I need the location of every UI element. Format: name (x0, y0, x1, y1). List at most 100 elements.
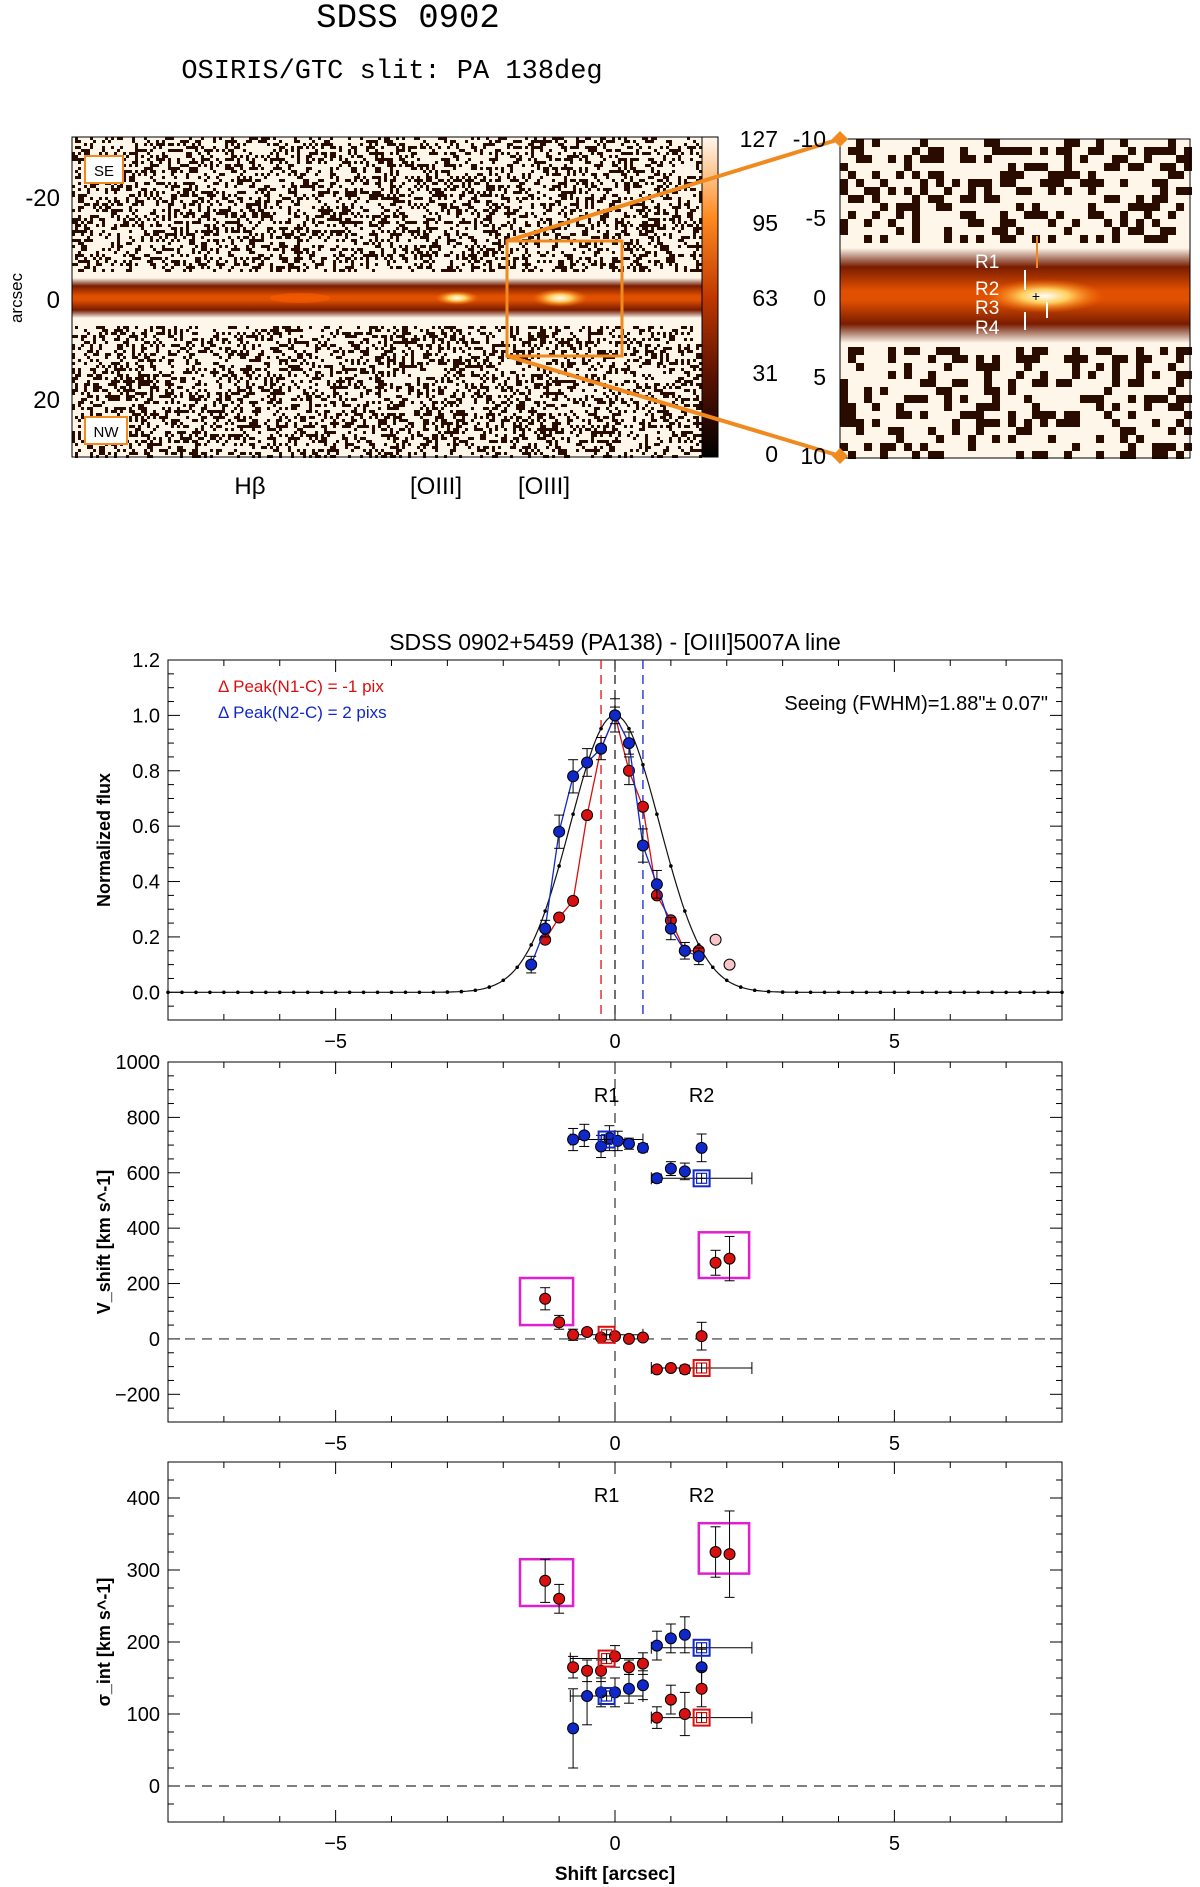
noise-pixel (129, 170, 132, 173)
noise-pixel (129, 164, 132, 167)
noise-pixel (366, 347, 369, 350)
noise-pixel (675, 209, 678, 212)
noise-pixel (591, 203, 594, 206)
noise-pixel (249, 251, 252, 254)
noise-pixel (342, 248, 345, 251)
noise-pixel (690, 146, 693, 149)
noise-pixel (624, 368, 627, 371)
noise-pixel (663, 158, 666, 161)
noise-pixel (324, 212, 327, 215)
noise-pixel (309, 368, 312, 371)
noise-pixel (315, 338, 318, 341)
noise-pixel (189, 203, 192, 206)
noise-pixel (681, 227, 684, 230)
noise-pixel (252, 137, 255, 140)
noise-pixel (699, 236, 702, 239)
noise-pixel (387, 140, 390, 143)
noise-pixel (453, 365, 456, 368)
noise-pixel (333, 335, 336, 338)
noise-pixel (558, 143, 561, 146)
noise-pixel (525, 251, 528, 254)
noise-pixel (414, 221, 417, 224)
noise-pixel (672, 164, 675, 167)
noise-pixel (564, 191, 567, 194)
noise-pixel (384, 215, 387, 218)
noise-pixel (327, 191, 330, 194)
noise-pixel (525, 248, 528, 251)
noise-pixel (246, 383, 249, 386)
noise-pixel (333, 269, 336, 272)
noise-pixel (174, 149, 177, 152)
noise-pixel (672, 260, 675, 263)
noise-pixel (645, 152, 648, 155)
noise-pixel (192, 266, 195, 269)
noise-pixel (402, 338, 405, 341)
noise-pixel (330, 170, 333, 173)
noise-pixel (360, 341, 363, 344)
noise-pixel (684, 380, 687, 383)
noise-pixel (450, 188, 453, 191)
noise-pixel (126, 185, 129, 188)
noise-pixel (111, 269, 114, 272)
noise-pixel (300, 356, 303, 359)
noise-pixel (126, 224, 129, 227)
noise-pixel (378, 191, 381, 194)
noise-pixel (300, 368, 303, 371)
noise-pixel (435, 176, 438, 179)
noise-pixel (369, 143, 372, 146)
noise-pixel (192, 233, 195, 236)
noise-pixel (348, 164, 351, 167)
noise-pixel (678, 377, 681, 380)
noise-pixel (528, 341, 531, 344)
noise-pixel (447, 236, 450, 239)
noise-pixel (297, 155, 300, 158)
noise-pixel (411, 389, 414, 392)
noise-pixel (318, 371, 321, 374)
noise-pixel (303, 143, 306, 146)
noise-pixel (279, 236, 282, 239)
noise-pixel (300, 353, 303, 356)
noise-pixel (345, 158, 348, 161)
noise-pixel (243, 170, 246, 173)
noise-pixel (561, 350, 564, 353)
noise-pixel (666, 152, 669, 155)
noise-pixel (510, 335, 513, 338)
noise-pixel (171, 260, 174, 263)
noise-pixel (624, 197, 627, 200)
noise-pixel (663, 212, 666, 215)
noise-pixel (132, 344, 135, 347)
noise-pixel (522, 188, 525, 191)
noise-pixel (447, 371, 450, 374)
noise-pixel (594, 260, 597, 263)
noise-pixel (108, 257, 111, 260)
noise-pixel (408, 332, 411, 335)
noise-pixel (372, 251, 375, 254)
noise-pixel (648, 269, 651, 272)
noise-pixel (489, 140, 492, 143)
noise-pixel (552, 185, 555, 188)
noise-pixel (264, 140, 267, 143)
noise-pixel (387, 239, 390, 242)
noise-pixel (420, 257, 423, 260)
noise-pixel (540, 269, 543, 272)
noise-pixel (165, 269, 168, 272)
noise-pixel (339, 233, 342, 236)
noise-pixel (453, 206, 456, 209)
noise-pixel (477, 347, 480, 350)
noise-pixel (237, 197, 240, 200)
noise-pixel (603, 194, 606, 197)
noise-pixel (558, 200, 561, 203)
noise-pixel (390, 344, 393, 347)
noise-pixel (699, 269, 702, 272)
noise-pixel (456, 329, 459, 332)
noise-pixel (459, 221, 462, 224)
noise-pixel (552, 179, 555, 182)
noise-pixel (669, 338, 672, 341)
noise-pixel (639, 386, 642, 389)
noise-pixel (651, 332, 654, 335)
noise-pixel (285, 143, 288, 146)
noise-pixel (591, 341, 594, 344)
noise-pixel (201, 155, 204, 158)
noise-pixel (72, 389, 75, 392)
noise-pixel (156, 380, 159, 383)
